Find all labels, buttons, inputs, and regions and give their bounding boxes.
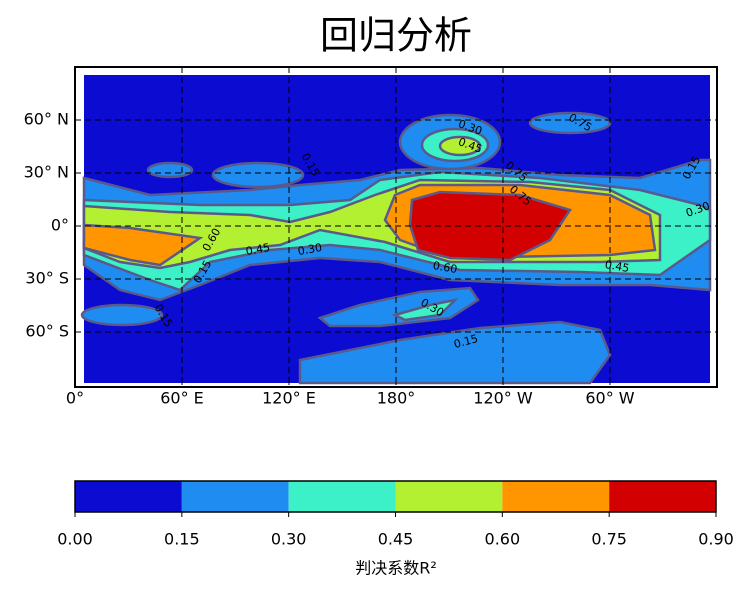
- y-tick-label: 0°: [51, 216, 69, 235]
- colorbar-tick-label: 0.30: [271, 530, 307, 549]
- colorbar-segment: [609, 481, 716, 512]
- chart-title: 回归分析: [320, 14, 472, 58]
- contour-region: [298, 320, 612, 385]
- colorbar-tick-label: 0.45: [378, 530, 414, 549]
- contour-label: 0.45: [245, 241, 271, 258]
- colorbar-label: 判决系数R²: [355, 559, 437, 578]
- contour-label: 0.30: [297, 241, 323, 258]
- contour-label: 0.15: [452, 332, 479, 351]
- y-tick-label: 30° S: [25, 269, 69, 288]
- colorbar-tick-label: 0.75: [591, 530, 627, 549]
- x-tick-label: 60° E: [160, 389, 204, 408]
- colorbar-segment: [181, 481, 289, 512]
- x-tick-label: 60° W: [585, 389, 634, 408]
- plot-border: [74, 66, 718, 388]
- y-tick-label: 30° N: [24, 163, 69, 182]
- x-tick-label: 120° E: [262, 389, 316, 408]
- map: 0.300.450.750.750.750.150.300.600.150.45…: [80, 75, 712, 385]
- x-tick-label: 120° W: [473, 389, 533, 408]
- contour-region: [82, 223, 204, 267]
- contour-region: [317, 286, 480, 328]
- colorbar-tick-label: 0.90: [698, 530, 734, 549]
- y-tick-label: 60° S: [25, 322, 69, 341]
- contour-region: [438, 135, 482, 157]
- colorbar-tick-label: 0.15: [164, 530, 200, 549]
- x-tick-label: 180°: [377, 389, 416, 408]
- colorbar-segment: [395, 481, 503, 512]
- colorbar-segment: [502, 481, 610, 512]
- colorbar-segment: [75, 481, 182, 512]
- contour-label: 0.60: [432, 259, 458, 276]
- contour-region: [80, 303, 164, 327]
- contour-region: [146, 161, 194, 179]
- x-tick-label: 0°: [66, 389, 84, 408]
- contour-region: [391, 297, 459, 322]
- y-tick-label: 60° N: [24, 110, 69, 129]
- colorbar-segment: [288, 481, 396, 512]
- colorbar-tick-label: 0.00: [57, 530, 93, 549]
- colorbar-tick-label: 0.60: [485, 530, 521, 549]
- contour-region: [211, 161, 305, 189]
